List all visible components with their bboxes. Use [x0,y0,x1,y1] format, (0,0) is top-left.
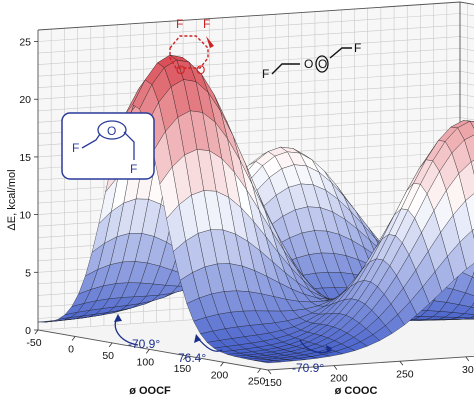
y-tick-label: 150 [264,377,282,389]
x-axis-label: ø OOCF [129,385,171,397]
dihedral-annotation-3: -70.9° [292,339,333,375]
molecule-top-structure: F F O O [169,17,214,77]
y-axis-ticks: 150200250300350400450 [264,356,474,389]
mol-right-f2: F [354,41,361,55]
z-tick-label: 5 [25,267,31,279]
y-tick-label: 300 [462,364,474,376]
x-tick-label: 200 [211,369,229,381]
mol-right-o2: O [318,57,327,71]
mol-top-o2: O [196,63,205,77]
molecule-boxed-structure: O F F [61,112,155,180]
annotation-text-3: -70.9° [292,361,324,375]
z-tick-label: 10 [19,210,31,222]
molecule-right-structure: F O O F [262,41,361,81]
z-tick-label: 25 [19,37,31,49]
x-tick-label: 50 [102,350,114,362]
x-tick-label: -50 [26,337,41,349]
surface-cell [261,360,281,364]
z-tick-label: 20 [19,94,31,106]
mol-top-f1: F [176,17,183,31]
y-tick-mark [465,356,470,362]
x-tick-mark [257,368,261,373]
mol-right-o1: O [304,57,313,71]
y-tick-label: 200 [330,373,348,385]
x-tick-label: 250 [248,376,266,388]
mol-top-o1: O [176,63,185,77]
mol-box-o: O [107,124,116,138]
z-axis-label: ΔE, kcal/mol [6,169,18,230]
y-tick-mark [267,369,272,375]
x-tick-mark [183,355,187,361]
y-tick-mark [333,365,338,370]
z-axis-ticks: 0 5 10 15 20 25 [19,37,38,337]
x-tick-label: 100 [137,356,155,368]
annotation-text-2: 76.4° [178,351,206,365]
mol-box-f1: F [72,141,79,155]
mol-box-f2: F [130,162,137,176]
x-tick-mark [34,329,39,335]
x-tick-mark [108,342,113,348]
x-tick-mark [220,362,224,367]
dihedral-annotation-2: 76.4° [178,334,223,365]
x-tick-label: 0 [68,343,74,355]
y-tick-label: 250 [396,368,414,380]
energy-surface [37,54,474,364]
mol-right-f1: F [262,67,269,81]
y-tick-mark [399,361,404,366]
z-tick-label: 0 [25,325,31,337]
x-tick-label: 150 [174,363,192,375]
mol-top-f2: F [203,17,210,31]
x-axis-ticks: -50 0 50 100 150 200 250 [26,329,266,388]
x-tick-mark [71,336,76,341]
annotation-text-1: -70.9° [128,337,160,351]
z-tick-label: 15 [19,152,31,164]
x-tick-mark [145,349,150,354]
y-axis-label: ø COOC [335,385,378,397]
dihedral-annotation-1: -70.9° [114,314,160,351]
